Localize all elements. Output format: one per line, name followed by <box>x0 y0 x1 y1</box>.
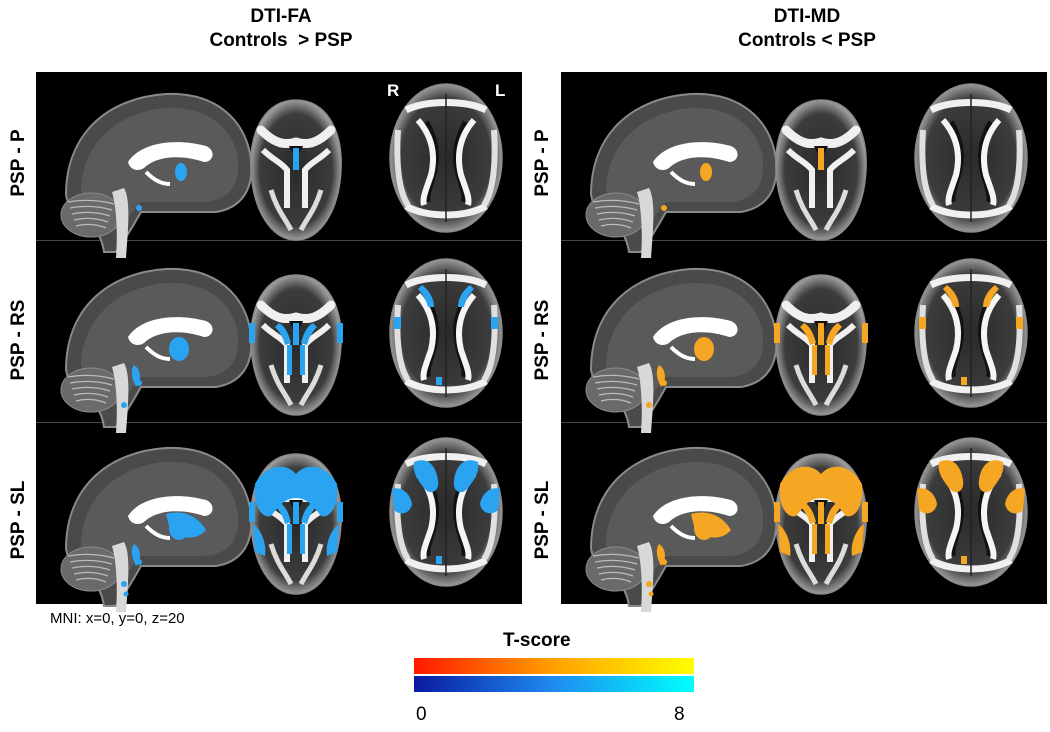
mni-caption: MNI: x=0, y=0, z=20 <box>50 610 185 627</box>
axial-slice-md-psp-rs <box>914 258 1028 408</box>
coronal-slice-fa-psp-sl <box>249 453 343 595</box>
coronal-slice-fa-psp-rs <box>249 274 343 416</box>
coronal-slice-fa-psp-p <box>250 99 342 241</box>
colorbar-title: T-score <box>503 630 571 651</box>
panel-title-md: DTI-MD Controls < PSP <box>722 5 892 53</box>
coronal-slice-md-psp-p <box>775 99 867 241</box>
panel-dti-md <box>561 72 1047 612</box>
row-divider <box>36 240 522 241</box>
panel-title-md-line1: DTI-MD <box>773 6 841 27</box>
panel-title-fa-line1: DTI-FA <box>250 6 312 27</box>
row-divider <box>36 422 522 423</box>
panel-dti-fa: R L <box>36 72 522 612</box>
panel-title-md-line2: Controls < PSP <box>738 30 876 51</box>
axial-slice-fa-psp-p <box>389 83 503 233</box>
sagittal-slice-md-psp-sl <box>585 446 778 612</box>
sagittal-slice-md-psp-rs <box>585 267 778 433</box>
row-divider <box>561 240 1047 241</box>
coronal-slice-md-psp-rs <box>774 274 868 416</box>
orientation-left-label: L <box>495 81 506 100</box>
axial-slice-fa-psp-rs <box>389 258 503 408</box>
coronal-slice-md-psp-sl <box>774 453 868 595</box>
axial-slice-fa-psp-sl <box>389 437 503 587</box>
axial-slice-md-psp-sl <box>914 437 1028 587</box>
colorbar-max-label: 8 <box>674 704 685 725</box>
colorbar-cool <box>414 676 694 692</box>
colorbar-warm <box>414 658 694 674</box>
panel-title-fa-line2: Controls > PSP <box>209 30 353 51</box>
sagittal-slice-md-psp-p <box>585 92 778 258</box>
colorbar-min-label: 0 <box>416 704 427 725</box>
panel-title-fa: DTI-FA Controls > PSP <box>196 5 366 53</box>
sagittal-slice-fa-psp-sl <box>60 446 253 612</box>
sagittal-slice-fa-psp-p <box>60 92 253 258</box>
axial-slice-md-psp-p <box>914 83 1028 233</box>
sagittal-slice-fa-psp-rs <box>60 267 253 433</box>
row-divider <box>561 422 1047 423</box>
orientation-right-label: R <box>387 81 400 100</box>
